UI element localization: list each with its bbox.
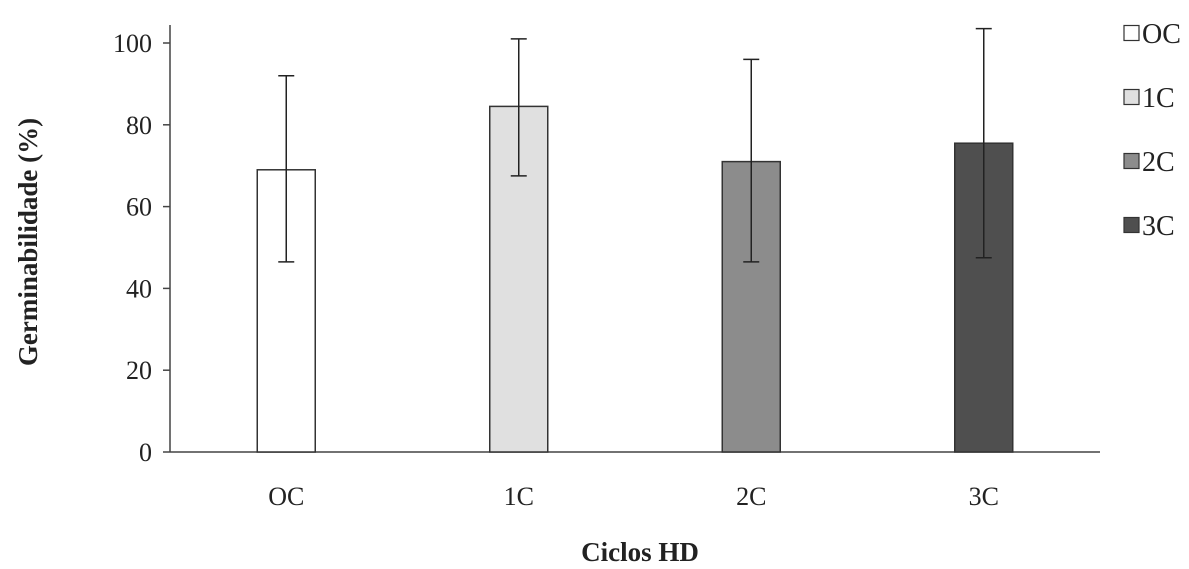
y-axis: 0 20 40 60 80 100	[113, 25, 171, 467]
x-tick-label: 1C	[504, 482, 534, 511]
x-tick-label: 3C	[969, 482, 999, 511]
legend-label: 1C	[1142, 83, 1175, 114]
y-tick-label: 0	[139, 438, 152, 467]
legend-swatch	[1123, 152, 1140, 170]
legend: OC 1C 2C 3C	[1123, 19, 1181, 242]
x-axis-title: Ciclos HD	[581, 537, 699, 567]
legend-label: 3C	[1142, 211, 1175, 242]
legend-swatch	[1123, 216, 1140, 234]
y-tick-label: 40	[126, 274, 152, 303]
bar	[954, 142, 1014, 453]
x-tick-label: 2C	[736, 482, 766, 511]
legend-swatch	[1123, 24, 1140, 42]
y-tick-label: 60	[126, 193, 152, 222]
legend-swatch	[1123, 88, 1140, 106]
legend-label: OC	[1142, 19, 1181, 50]
y-tick-label: 80	[126, 111, 152, 140]
y-tick-label: 20	[126, 356, 152, 385]
legend-label: 2C	[1142, 147, 1175, 178]
bars	[256, 105, 1014, 453]
x-tick-label: OC	[268, 482, 304, 511]
error-bars	[278, 27, 992, 263]
y-axis-title: Germinabilidade (%)	[13, 118, 43, 366]
x-axis: OC 1C 2C 3C	[170, 451, 1100, 511]
y-tick-label: 100	[113, 29, 152, 58]
